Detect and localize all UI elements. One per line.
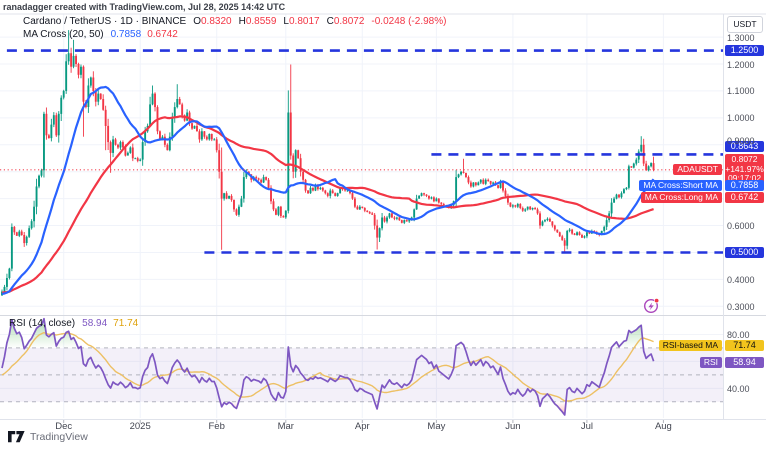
rsi-badge: 58.94 (725, 357, 764, 369)
ma-long-value: 0.6742 (147, 28, 178, 40)
short-ma-label: MA Cross:Short MA (639, 179, 722, 191)
rsi-ma-badge: 71.74 (725, 340, 764, 352)
currency-button[interactable]: USDT (727, 16, 763, 33)
time-axis-label-Aug[interactable]: Aug (654, 421, 672, 432)
session-change-pct: +141.97% (725, 163, 764, 174)
rsi-params: (14, close) (28, 318, 76, 329)
long-ma-label: MA Cross:Long MA (640, 191, 722, 203)
level-badge-1.2500: 1.2500 (725, 45, 764, 57)
ma-cross-legend[interactable]: MA Cross (20, 50) 0.7858 0.6742 (23, 29, 178, 40)
price-tick-1.1000[interactable]: 1.1000 (727, 86, 755, 97)
price-tick-1.3000[interactable]: 1.3000 (727, 32, 755, 43)
close-value: 0.8072 (333, 16, 365, 27)
level-badge-0.8643: 0.8643 (725, 141, 764, 153)
notification-dot (654, 298, 659, 303)
symbol-legend[interactable]: Cardano / TetherUS · 1D · BINANCE O0.8320… (23, 16, 446, 27)
ma-short-value: 0.7858 (110, 28, 142, 40)
time-axis-label-2025[interactable]: 2025 (129, 421, 151, 432)
tradingview-brand-text: TradingView (30, 431, 88, 443)
ma-cross-title: MA Cross (23, 28, 67, 40)
rsi-legend[interactable]: RSI (14, close) 58.94 71.74 (9, 318, 138, 329)
rsi-ma-value: 71.74 (113, 318, 139, 329)
rsi-tick-40.00[interactable]: 40.00 (727, 383, 750, 394)
short-ma-badge: 0.7858 (725, 179, 764, 191)
price-tick-0.4000[interactable]: 0.4000 (727, 274, 755, 285)
symbol-price-label: ADAUSDT (673, 164, 722, 176)
rsi-tick-80.00[interactable]: 80.00 (727, 330, 750, 340)
boost-button[interactable] (642, 296, 662, 316)
lightning-icon (643, 298, 660, 314)
ma-cross-params: (20, 50) (69, 28, 104, 40)
open-value: 0.8320 (201, 16, 232, 27)
time-axis-label-Apr[interactable]: Apr (354, 421, 370, 432)
rsi-label: RSI (699, 357, 722, 369)
tradingview-logo-icon (8, 431, 25, 443)
low-value: 0.8017 (288, 16, 320, 27)
price-tick-0.3000[interactable]: 0.3000 (727, 301, 755, 312)
level-badge-0.5000: 0.5000 (725, 246, 764, 258)
high-value: 0.8559 (245, 16, 277, 27)
symbol-title: Cardano / TetherUS · 1D · BINANCE (23, 16, 187, 27)
close-label: C (326, 16, 334, 27)
open-label: O (193, 16, 201, 27)
last-price-value: 0.8072 (731, 154, 758, 165)
price-tick-0.9000[interactable]: 0.9000 (727, 135, 755, 146)
time-axis-label-Feb[interactable]: Feb (208, 421, 225, 432)
rsi-title: RSI (9, 318, 26, 329)
price-tick-1.0000[interactable]: 1.0000 (727, 113, 755, 124)
long-ma-badge: 0.6742 (725, 191, 764, 203)
time-axis-label-Jun[interactable]: Jun (505, 421, 521, 432)
watermark-text: ranadagger created with TradingView.com,… (3, 2, 286, 12)
price-tick-1.2000[interactable]: 1.2000 (727, 59, 755, 70)
time-axis-label-Dec[interactable]: Dec (55, 421, 73, 432)
high-label: H (238, 16, 246, 27)
rsi-ma-label: RSI-based MA (658, 340, 722, 352)
time-axis-label-Mar[interactable]: Mar (277, 421, 294, 432)
bar-countdown: 09:17:02 (727, 173, 762, 184)
rsi-value: 58.94 (82, 318, 108, 329)
change-value: -0.0248 (-2.98%) (371, 16, 447, 27)
time-axis-label-Jul[interactable]: Jul (580, 421, 593, 432)
low-label: L (283, 16, 289, 27)
time-axis-label-May[interactable]: May (427, 421, 446, 432)
price-tick-0.6000[interactable]: 0.6000 (727, 221, 755, 231)
tradingview-branding[interactable]: TradingView (8, 431, 88, 443)
